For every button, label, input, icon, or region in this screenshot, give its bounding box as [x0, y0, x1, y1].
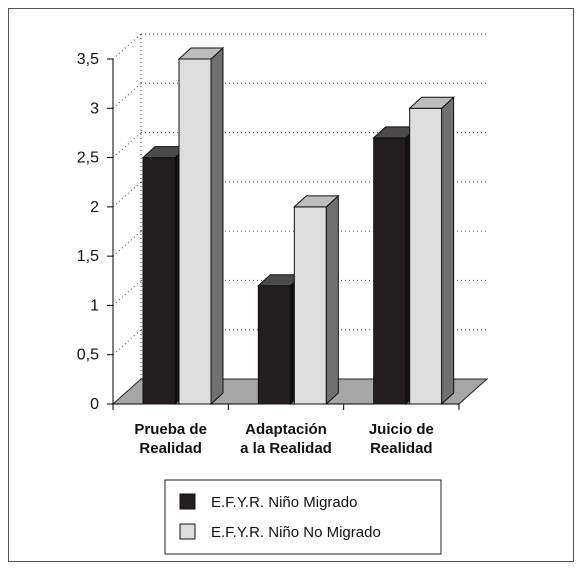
legend-label: E.F.Y.R. Niño Migrado: [211, 494, 357, 511]
gridline-side: [112, 33, 142, 60]
x-category-label: Juicio de: [369, 421, 434, 438]
bar-no-migrado-top: [177, 47, 225, 60]
bar-no-migrado: [409, 107, 443, 405]
gridline-side: [112, 82, 142, 109]
bar-migrado: [142, 157, 176, 405]
gridline-side: [112, 280, 142, 306]
y-tick-label: 0: [90, 396, 99, 413]
y-tick-label: 2: [90, 199, 99, 216]
bar-migrado: [257, 285, 291, 405]
y-tick-label: 0,5: [77, 347, 99, 364]
bar-no-migrado: [293, 206, 327, 405]
y-tick-label: 3: [90, 100, 99, 117]
bar-no-migrado: [178, 58, 212, 405]
y-tick-label: 3,5: [77, 51, 99, 68]
y-tick-label: 2,5: [77, 150, 99, 167]
y-tick-label: 1: [90, 297, 99, 314]
bar-no-migrado-side: [210, 46, 224, 406]
legend-box: [164, 479, 442, 555]
bar-no-migrado-side: [441, 96, 455, 406]
legend-label: E.F.Y.R. Niño No Migrado: [211, 524, 381, 541]
x-category-label: Adaptación: [245, 421, 327, 438]
bar-no-migrado-top: [293, 195, 340, 208]
x-category-label: Realidad: [370, 440, 433, 457]
gridline-side: [112, 132, 142, 158]
gridline-side: [112, 230, 142, 257]
legend-swatch: [179, 493, 196, 510]
x-category-label: a la Realidad: [240, 440, 332, 457]
gridline-side: [112, 329, 142, 356]
bar-no-migrado-side: [325, 194, 339, 406]
x-category-label: Realidad: [139, 440, 202, 457]
gridline-side: [112, 181, 142, 208]
y-tick-label: 1,5: [77, 248, 99, 265]
legend-swatch: [179, 523, 196, 540]
x-category-label: Prueba de: [134, 421, 207, 438]
bar-migrado: [373, 137, 407, 405]
bar-no-migrado-top: [408, 96, 455, 109]
